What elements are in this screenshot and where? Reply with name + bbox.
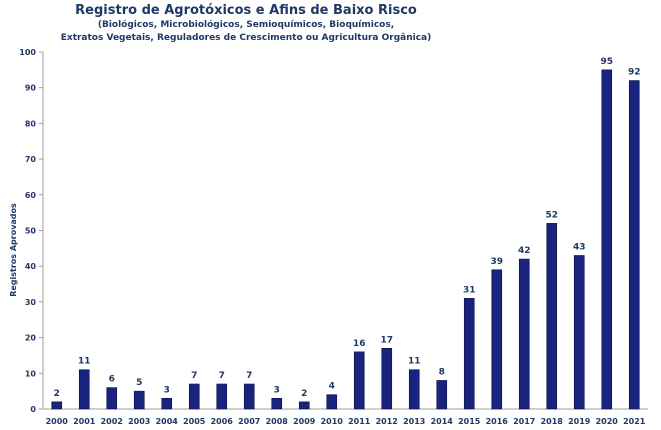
bar bbox=[51, 401, 63, 410]
y-tick-label: 0 bbox=[30, 405, 36, 414]
chart-title: Registro de Agrotóxicos e Afins de Baixo… bbox=[75, 3, 417, 18]
bar bbox=[518, 258, 530, 410]
bar bbox=[161, 397, 173, 410]
data-label: 7 bbox=[246, 371, 252, 381]
x-tick-label: 2015 bbox=[458, 417, 481, 426]
chart-subtitle-line-1: (Biológicos, Microbiológicos, Semioquími… bbox=[98, 19, 394, 30]
bar bbox=[353, 351, 365, 410]
x-tick-label: 2011 bbox=[348, 417, 371, 426]
x-tick-label: 2006 bbox=[211, 417, 234, 426]
data-label: 43 bbox=[573, 242, 586, 252]
bar bbox=[573, 255, 585, 410]
data-label: 39 bbox=[490, 257, 503, 267]
y-axis-label: Registros Aprovados bbox=[9, 203, 18, 297]
y-tick-label: 60 bbox=[25, 191, 37, 200]
data-label: 16 bbox=[353, 339, 366, 349]
bar bbox=[546, 223, 558, 410]
x-tick-label: 2007 bbox=[238, 417, 260, 426]
y-tick-label: 90 bbox=[25, 84, 37, 93]
bar bbox=[216, 383, 228, 410]
bar bbox=[463, 298, 475, 410]
bar bbox=[133, 390, 145, 410]
plot-area: 0102030405060708090100220001120016200252… bbox=[19, 48, 648, 426]
x-tick-label: 2001 bbox=[73, 417, 96, 426]
x-tick-label: 2017 bbox=[513, 417, 535, 426]
x-tick-label: 2002 bbox=[101, 417, 123, 426]
x-tick-label: 2019 bbox=[568, 417, 591, 426]
data-label: 11 bbox=[78, 357, 91, 367]
x-tick-label: 2008 bbox=[266, 417, 289, 426]
data-label: 92 bbox=[628, 68, 641, 78]
bar bbox=[188, 383, 200, 410]
bar bbox=[271, 397, 283, 410]
x-tick-label: 2014 bbox=[431, 417, 454, 426]
x-tick-label: 2021 bbox=[623, 417, 646, 426]
x-tick-label: 2000 bbox=[46, 417, 69, 426]
data-label: 2 bbox=[301, 389, 307, 399]
data-label: 52 bbox=[545, 210, 558, 220]
bar bbox=[491, 269, 503, 410]
y-tick-label: 70 bbox=[25, 155, 37, 164]
data-label: 4 bbox=[329, 382, 335, 392]
bar bbox=[381, 348, 393, 410]
data-label: 42 bbox=[518, 246, 531, 256]
bar bbox=[78, 369, 90, 410]
x-tick-label: 2013 bbox=[403, 417, 425, 426]
x-tick-label: 2009 bbox=[293, 417, 316, 426]
bar bbox=[326, 394, 338, 410]
x-tick-label: 2003 bbox=[128, 417, 150, 426]
y-tick-label: 20 bbox=[25, 334, 37, 343]
data-label: 2 bbox=[54, 389, 60, 399]
data-label: 8 bbox=[439, 367, 445, 377]
bar bbox=[298, 401, 310, 410]
x-tick-label: 2012 bbox=[376, 417, 398, 426]
bar bbox=[601, 69, 613, 410]
bar bbox=[243, 383, 255, 410]
data-label: 17 bbox=[380, 335, 393, 345]
data-label: 7 bbox=[191, 371, 197, 381]
x-tick-label: 2005 bbox=[183, 417, 206, 426]
y-tick-label: 30 bbox=[25, 298, 37, 307]
y-tick-label: 50 bbox=[25, 227, 37, 236]
bar bbox=[436, 380, 448, 410]
bar bbox=[106, 387, 118, 410]
x-tick-label: 2010 bbox=[321, 417, 344, 426]
data-label: 11 bbox=[408, 357, 421, 367]
chart-subtitle-line-2: Extratos Vegetais, Reguladores de Cresci… bbox=[61, 33, 432, 43]
x-tick-label: 2016 bbox=[486, 417, 509, 426]
x-tick-label: 2020 bbox=[596, 417, 619, 426]
x-tick-label: 2004 bbox=[156, 417, 179, 426]
data-label: 95 bbox=[600, 57, 613, 67]
y-tick-label: 10 bbox=[25, 369, 37, 378]
data-label: 3 bbox=[274, 385, 280, 395]
data-label: 3 bbox=[164, 385, 170, 395]
bar bbox=[628, 80, 640, 410]
data-label: 5 bbox=[136, 378, 142, 388]
y-tick-label: 100 bbox=[19, 48, 36, 57]
data-label: 7 bbox=[219, 371, 225, 381]
data-label: 6 bbox=[109, 375, 115, 385]
data-label: 31 bbox=[463, 285, 476, 295]
y-tick-label: 80 bbox=[25, 119, 37, 128]
bar bbox=[408, 369, 420, 410]
x-tick-label: 2018 bbox=[541, 417, 564, 426]
y-tick-label: 40 bbox=[25, 262, 37, 271]
